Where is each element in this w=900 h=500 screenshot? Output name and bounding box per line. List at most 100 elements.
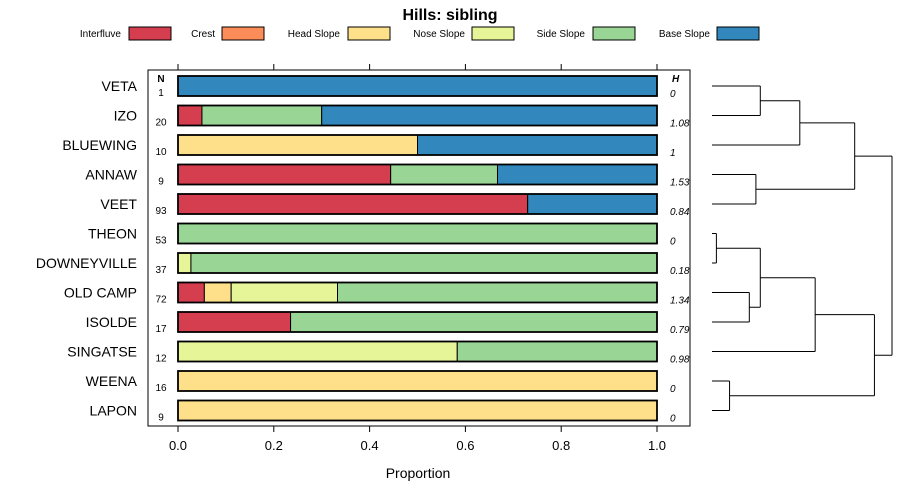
chart-title: Hills: sibling xyxy=(402,7,497,24)
bar-segment-annaw-side-slope xyxy=(390,164,498,185)
n-value: 16 xyxy=(155,383,167,394)
bar-segment-bluewing-head-slope xyxy=(177,134,418,156)
legend-label-interfluve: Interfluve xyxy=(80,29,122,40)
bar-segment-izo-base-slope xyxy=(321,105,658,126)
row-label-veet: VEET xyxy=(100,196,137,212)
row-label-lapon: LAPON xyxy=(90,403,137,419)
bar-outline-weena xyxy=(177,370,658,392)
h-value: 1 xyxy=(670,148,676,159)
bar-outline-annaw xyxy=(177,163,658,186)
n-value: 1 xyxy=(158,88,164,99)
bar-segment-old-camp-side-slope xyxy=(337,282,658,303)
h-value: 1.34 xyxy=(670,296,690,307)
x-tick-label: 0.6 xyxy=(456,438,474,453)
legend-swatch-interfluve xyxy=(128,26,172,41)
bar-outline-downeyville xyxy=(177,252,658,274)
bar-outline-izo xyxy=(177,104,658,127)
n-value: 10 xyxy=(155,147,167,158)
n-value: 53 xyxy=(155,236,167,247)
n-value: 17 xyxy=(155,324,167,335)
h-header: H xyxy=(672,74,680,85)
dendrogram xyxy=(712,85,893,411)
row-label-downeyville: DOWNEYVILLE xyxy=(36,255,137,271)
bar-segment-izo-interfluve xyxy=(177,105,203,126)
bar-outline-veet xyxy=(177,193,658,215)
row-labels: VETA IZO BLUEWING ANNAW VEET THEON DOWNEYVILLE… xyxy=(36,78,138,419)
bar-outline-old-camp xyxy=(177,281,658,304)
legend-swatch-head-slope xyxy=(347,26,391,41)
bar-segment-bluewing-base-slope xyxy=(417,134,658,156)
bar-segment-downeyville-side-slope xyxy=(190,252,658,274)
bar-segment-veet-base-slope xyxy=(527,193,658,215)
legend-label-base-slope: Base Slope xyxy=(659,29,711,40)
n-value: 12 xyxy=(155,354,167,365)
x-tick-label: 0.8 xyxy=(552,438,570,453)
bar-segment-isolde-interfluve xyxy=(177,311,292,333)
bar-segment-old-camp-head-slope xyxy=(203,282,232,303)
h-value: 1.53 xyxy=(670,178,690,189)
plot-border xyxy=(147,69,691,427)
n-header: N xyxy=(157,74,164,85)
x-tick-label: 0.2 xyxy=(265,438,283,453)
n-value: 9 xyxy=(158,413,164,424)
legend-label-head-slope: Head Slope xyxy=(288,29,341,40)
bar-outline-isolde xyxy=(177,311,658,333)
bar-segment-weena-head-slope xyxy=(177,370,658,392)
bar-outline-veta xyxy=(177,75,658,97)
h-value: 0.18 xyxy=(670,266,690,277)
x-axis-label: Proportion xyxy=(386,465,451,481)
h-column: H 0 1.08 1 1.53 0.84 0 0.18 1.34 0.79 0.98 0 0 xyxy=(670,74,690,425)
bar-segment-annaw-base-slope xyxy=(496,164,658,185)
n-value: 72 xyxy=(155,295,167,306)
legend-swatch-crest xyxy=(221,26,265,41)
legend-swatch-base-slope xyxy=(716,26,760,41)
bar-segment-isolde-side-slope xyxy=(290,311,658,333)
legend-label-crest: Crest xyxy=(191,29,215,40)
row-label-weena: WEENA xyxy=(86,373,138,389)
x-tick-label: 1.0 xyxy=(648,438,666,453)
bar-segment-lapon-head-slope xyxy=(177,400,658,421)
bar-segment-theon-side-slope xyxy=(177,223,658,244)
n-value: 37 xyxy=(155,265,167,276)
bar-segment-annaw-interfluve xyxy=(177,164,392,185)
bar-segment-singatse-side-slope xyxy=(456,341,658,362)
bar-segment-old-camp-nose-slope xyxy=(230,282,339,303)
bar-outline-bluewing xyxy=(177,134,658,156)
n-value: 20 xyxy=(155,118,167,129)
bars xyxy=(177,75,658,422)
h-value: 0 xyxy=(670,237,676,248)
bar-outline-singatse xyxy=(177,340,658,363)
bar-outline-theon xyxy=(177,222,658,245)
plot-frame xyxy=(147,69,691,427)
h-value: 0 xyxy=(670,414,676,425)
n-column: N 1 20 10 9 93 53 37 72 17 12 16 9 xyxy=(155,74,167,424)
row-label-annaw: ANNAW xyxy=(85,167,137,183)
h-value: 0.84 xyxy=(670,207,690,218)
h-value: 0 xyxy=(670,89,676,100)
legend-label-side-slope: Side Slope xyxy=(537,29,586,40)
h-value: 0.79 xyxy=(670,325,690,336)
bar-segment-veet-interfluve xyxy=(177,193,529,215)
x-tick-label: 0.4 xyxy=(361,438,379,453)
h-value: 0 xyxy=(670,384,676,395)
h-value: 0.98 xyxy=(670,355,690,366)
bar-segment-old-camp-interfluve xyxy=(177,282,205,303)
bar-segment-izo-side-slope xyxy=(201,105,323,126)
legend-swatch-nose-slope xyxy=(471,26,515,41)
n-value: 93 xyxy=(155,206,167,217)
row-label-theon: THEON xyxy=(88,226,137,242)
x-tick-label: 0.0 xyxy=(169,438,187,453)
row-label-izo: IZO xyxy=(114,108,137,124)
legend-label-nose-slope: Nose Slope xyxy=(413,29,465,40)
row-label-veta: VETA xyxy=(101,78,137,94)
bar-segment-veta-base-slope xyxy=(177,75,658,97)
h-value: 1.08 xyxy=(670,119,690,130)
bar-outline-lapon xyxy=(177,399,658,422)
row-label-bluewing: BLUEWING xyxy=(62,137,137,153)
legend-swatch-side-slope xyxy=(592,26,636,41)
row-label-singatse: SINGATSE xyxy=(67,344,137,360)
bar-segment-singatse-nose-slope xyxy=(177,341,458,362)
x-axis: 0.0 0.2 0.4 0.6 0.8 1.0 xyxy=(169,64,666,453)
row-label-old-camp: OLD CAMP xyxy=(64,285,137,301)
